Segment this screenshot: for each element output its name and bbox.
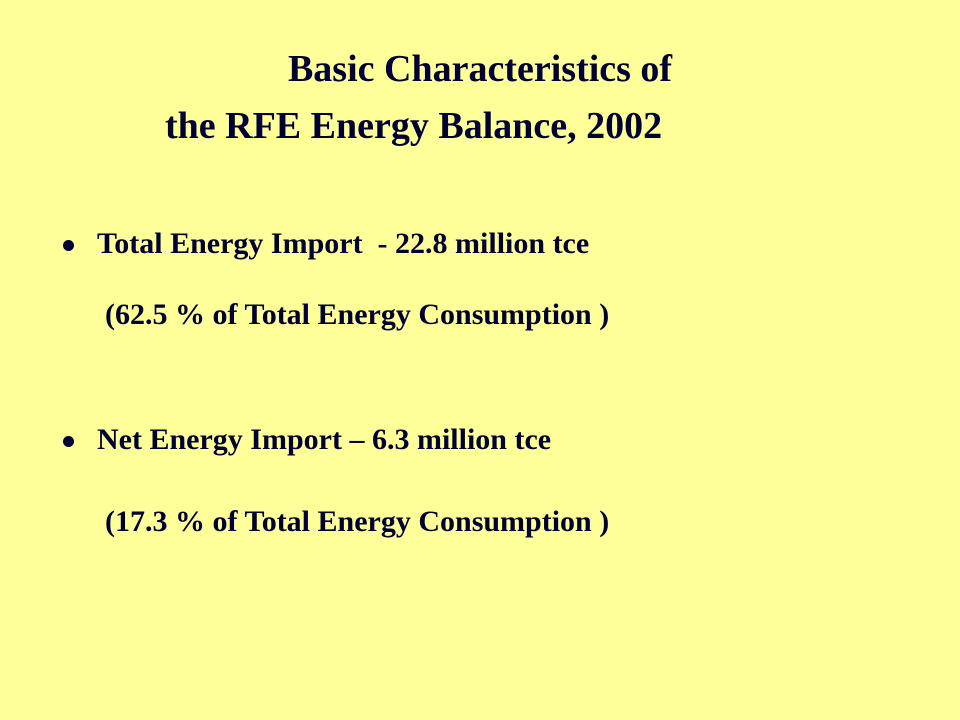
title-line: the RFE Energy Balance, 2002 [165,105,663,147]
bullet-note: (17.3 % of Total Energy Consumption ) [105,505,610,538]
title-line: Basic Characteristics of [287,48,673,90]
bullet-text: Net Energy Import – 6.3 million tce [97,423,552,456]
bullet-dot [63,436,74,447]
bullet-dot [63,240,74,251]
bullet-note: (62.5 % of Total Energy Consumption ) [105,298,610,331]
bullet-text: Total Energy Import - 22.8 million tce [97,227,590,260]
